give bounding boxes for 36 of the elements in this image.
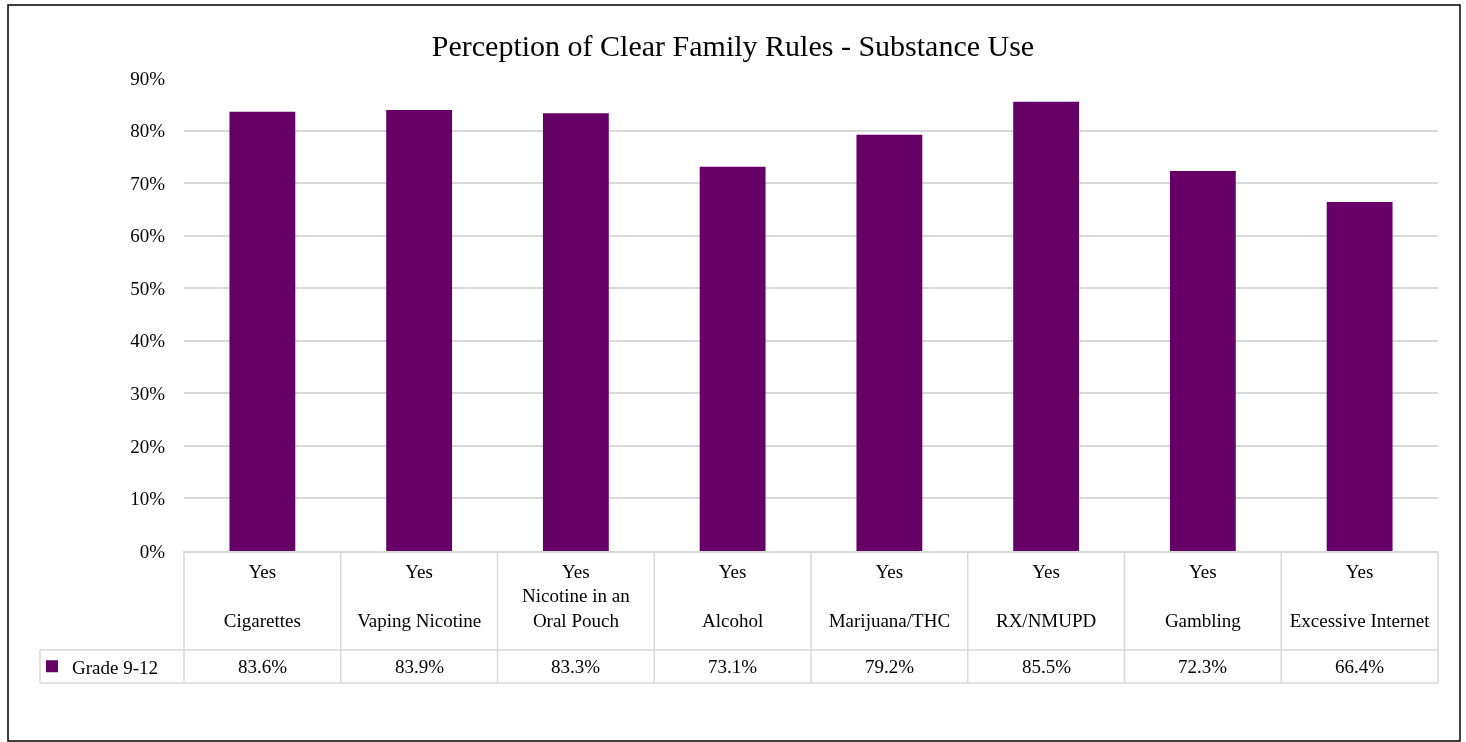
data-label: 83.3%	[551, 656, 601, 677]
y-tick-label: 40%	[130, 330, 166, 352]
bar	[1013, 101, 1080, 551]
data-label: 83.6%	[238, 656, 288, 677]
data-label: 85.5%	[1022, 656, 1072, 677]
category-label: Yes RX/NMUPD	[995, 560, 1097, 631]
y-tick-label: 60%	[130, 225, 166, 247]
bar	[542, 113, 609, 551]
data-label: 83.9%	[395, 656, 445, 677]
y-tick-label: 70%	[130, 172, 166, 194]
data-label: 66.4%	[1335, 656, 1385, 677]
data-label: 73.1%	[708, 656, 758, 677]
bar	[699, 166, 766, 551]
category-label: Yes Cigarettes	[223, 560, 301, 631]
y-tick-label: 20%	[130, 435, 166, 457]
y-tick-label: 50%	[130, 277, 166, 299]
y-tick-label: 80%	[130, 120, 166, 142]
data-label: 79.2%	[865, 656, 915, 677]
x-tick-label: Yes Nicotine in an Oral Pouch	[522, 560, 631, 631]
y-tick-label: 10%	[130, 488, 166, 510]
chart-title: Perception of Clear Family Rules - Substance Use	[431, 28, 1035, 62]
category-label: Yes Vaping Nicotine	[357, 560, 482, 631]
bar	[856, 134, 923, 551]
data-label: 72.3%	[1178, 656, 1228, 677]
bar	[1326, 202, 1393, 551]
category-label: Yes Alcohol	[702, 560, 764, 631]
category-label: Yes Excessive Internet	[1289, 560, 1430, 631]
bar	[1169, 171, 1236, 551]
category-label: Yes Gambling	[1164, 560, 1241, 631]
y-tick-label: 30%	[130, 382, 166, 404]
y-tick-label: 90%	[130, 67, 166, 89]
legend-label: Grade 9-12	[72, 656, 158, 678]
y-tick-label: 0%	[139, 540, 166, 562]
category-label: Yes Marijuana/THC	[828, 560, 951, 631]
bar	[229, 111, 296, 551]
bar	[386, 110, 453, 551]
